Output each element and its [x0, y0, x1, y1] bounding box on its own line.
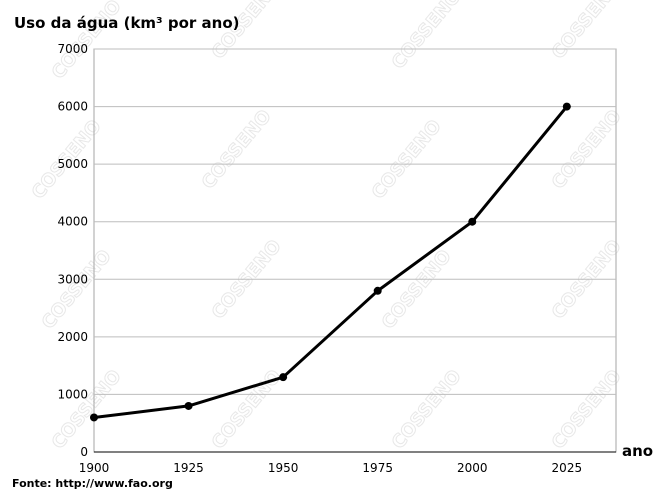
data-point: [373, 286, 382, 295]
plot-frame: [93, 48, 617, 453]
watermark-text: COSSENO: [48, 366, 126, 453]
x-axis-ticks: 1900 1925 1950 1975 2000 2025: [79, 461, 582, 475]
data-point: [184, 401, 193, 410]
data-point: [468, 217, 477, 226]
x-tick-label: 2025: [552, 461, 583, 475]
y-axis-ticks: 0 1000 2000 3000 4000 5000 6000 7000: [57, 42, 88, 459]
gridlines: [94, 48, 616, 395]
x-tick-label: 1975: [362, 461, 393, 475]
watermark-layer: COSSENO COSSENO COSSENO COSSENO COSSENO COSSE…: [27, 0, 626, 454]
y-tick-label: 7000: [57, 42, 88, 56]
y-tick-label: 3000: [57, 272, 88, 286]
x-axis-label: ano: [622, 442, 653, 460]
watermark-text: COSSENO: [548, 106, 626, 193]
watermark-text: COSSENO: [548, 366, 626, 453]
watermark-text: COSSENO: [388, 0, 466, 73]
x-tick-label: 1900: [79, 461, 110, 475]
data-point: [562, 102, 571, 111]
data-point: [90, 413, 98, 422]
y-tick-label: 1000: [57, 387, 88, 401]
chart-title: Uso da água (km³ por ano): [14, 14, 239, 32]
y-tick-label: 5000: [57, 157, 88, 171]
y-tick-label: 2000: [57, 330, 88, 344]
watermark-text: COSSENO: [38, 246, 116, 333]
data-point: [279, 373, 288, 382]
source-note: Fonte: http://www.fao.org: [12, 477, 173, 490]
watermark-text: COSSENO: [378, 246, 456, 333]
y-tick-label: 4000: [57, 215, 88, 229]
x-tick-label: 2000: [457, 461, 488, 475]
x-tick-label: 1925: [173, 461, 204, 475]
watermark-text: COSSENO: [368, 116, 446, 203]
y-tick-label: 0: [80, 445, 88, 459]
x-tick-label: 1950: [268, 461, 299, 475]
watermark-text: COSSENO: [548, 0, 626, 63]
series-line: [92, 105, 569, 419]
data-points: [90, 102, 571, 422]
watermark-text: COSSENO: [198, 106, 276, 193]
y-tick-label: 6000: [57, 100, 88, 114]
watermark-text: COSSENO: [388, 366, 466, 453]
